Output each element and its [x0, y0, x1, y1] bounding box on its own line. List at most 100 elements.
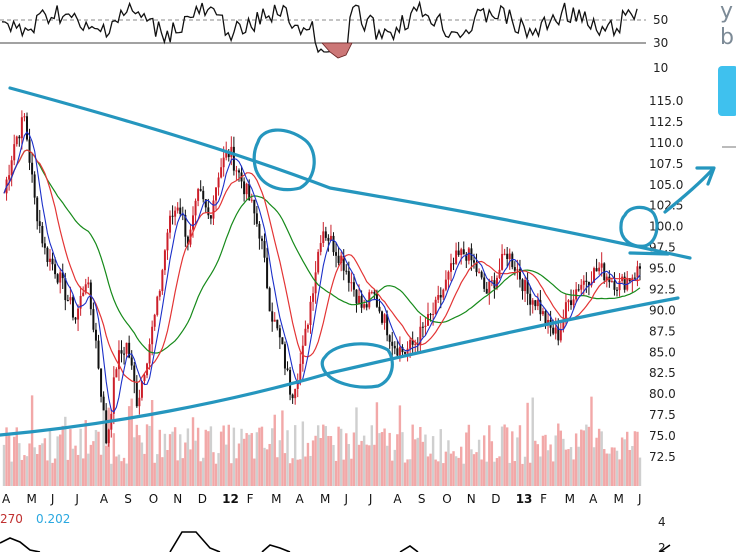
volume-bar	[273, 414, 276, 486]
candle-body	[347, 271, 350, 283]
candle-body	[424, 325, 427, 327]
candle-body	[419, 326, 422, 346]
candle-body	[598, 267, 601, 272]
candle-body	[258, 223, 261, 239]
candle-body	[383, 314, 386, 323]
candle-body	[547, 319, 550, 326]
circle-apex	[619, 205, 659, 248]
volume-bar	[352, 432, 356, 486]
volume-bar	[490, 441, 494, 486]
candle-body	[444, 279, 447, 290]
volume-bar	[383, 428, 386, 486]
volume-bar	[368, 445, 371, 486]
volume-bar	[516, 437, 519, 486]
volume-bar	[38, 444, 41, 486]
volume-bar	[600, 431, 603, 486]
candle-body	[427, 314, 429, 326]
volume-bar	[260, 426, 264, 486]
price-tick-label: 92.5	[649, 282, 676, 296]
candle-body	[266, 257, 269, 289]
volume-bar	[135, 424, 139, 486]
volume-bar	[25, 456, 29, 486]
month-label: M	[320, 492, 330, 506]
volume-bar	[58, 434, 62, 486]
candle-body	[235, 170, 238, 172]
candle-body	[483, 277, 486, 289]
candle-body	[335, 252, 338, 256]
candle-body	[176, 207, 179, 211]
candle-body	[253, 199, 256, 214]
volume-bar	[278, 440, 282, 486]
candle-body	[503, 253, 506, 255]
volume-bar	[396, 434, 399, 486]
volume-bar	[263, 447, 266, 486]
volume-bar	[462, 463, 465, 486]
volume-bar	[569, 447, 573, 486]
candle-body	[559, 328, 562, 341]
volume-bar	[452, 451, 455, 486]
candle-body	[370, 292, 373, 294]
candle-body	[143, 375, 146, 382]
volume-bar	[549, 444, 552, 486]
candle-body	[633, 277, 636, 279]
volume-bar	[288, 463, 292, 486]
candle-body	[278, 328, 281, 338]
volume-bar	[431, 436, 435, 486]
volume-bar	[102, 394, 105, 486]
candle-body	[117, 350, 120, 370]
volume-bar	[429, 453, 432, 486]
candle-body	[61, 272, 64, 279]
candle-body	[434, 299, 437, 315]
volume-bar	[79, 428, 82, 486]
volume-bar	[186, 428, 190, 486]
volume-bar	[564, 449, 568, 486]
volume-bar	[138, 435, 141, 486]
volume-bar	[408, 459, 412, 486]
volume-bar	[293, 425, 297, 486]
volume-bar	[199, 461, 202, 486]
month-label: J	[637, 492, 642, 506]
volume-bar	[585, 424, 588, 486]
candle-body	[636, 266, 639, 278]
volume-bar	[268, 443, 271, 486]
volume-bar	[176, 460, 179, 486]
volume-bar	[332, 445, 335, 486]
candle-body	[600, 263, 603, 268]
candle-body	[332, 235, 335, 253]
side-button[interactable]	[718, 66, 736, 116]
volume-bar	[375, 402, 379, 486]
candle-body	[393, 345, 396, 349]
month-label: N	[467, 492, 476, 506]
volume-bar	[500, 426, 504, 486]
volume-bar	[498, 456, 501, 486]
candle-body	[215, 187, 217, 201]
volume-bar	[122, 457, 126, 486]
candle-body	[322, 231, 325, 244]
volume-bar	[84, 420, 87, 486]
volume-bar	[306, 442, 310, 486]
volume-bar	[127, 406, 131, 486]
indicator-tick-30: 30	[653, 36, 668, 50]
candle-body	[281, 337, 284, 345]
volume-bar	[104, 445, 108, 486]
arrow-head	[695, 166, 716, 186]
month-label: A	[589, 492, 598, 506]
indicator-tick-50: 50	[653, 13, 668, 27]
volume-bar	[120, 461, 123, 486]
candle-body	[375, 293, 378, 307]
candle-body	[202, 190, 205, 200]
volume-bar	[5, 427, 8, 486]
indicator-tick-10: 10	[653, 61, 668, 75]
price-tick-label: 82.5	[649, 366, 676, 380]
candle-body	[567, 300, 570, 303]
candle-body	[317, 251, 320, 273]
candle-body	[595, 268, 598, 272]
candle-body	[587, 281, 590, 286]
candle-body	[516, 269, 519, 271]
indicator-panel: 50 30 10	[0, 0, 668, 75]
volume-bar	[189, 449, 192, 486]
volume-bar	[551, 461, 555, 486]
candle-body	[161, 270, 164, 292]
candle-body	[639, 266, 641, 269]
volume-bar	[18, 443, 21, 486]
